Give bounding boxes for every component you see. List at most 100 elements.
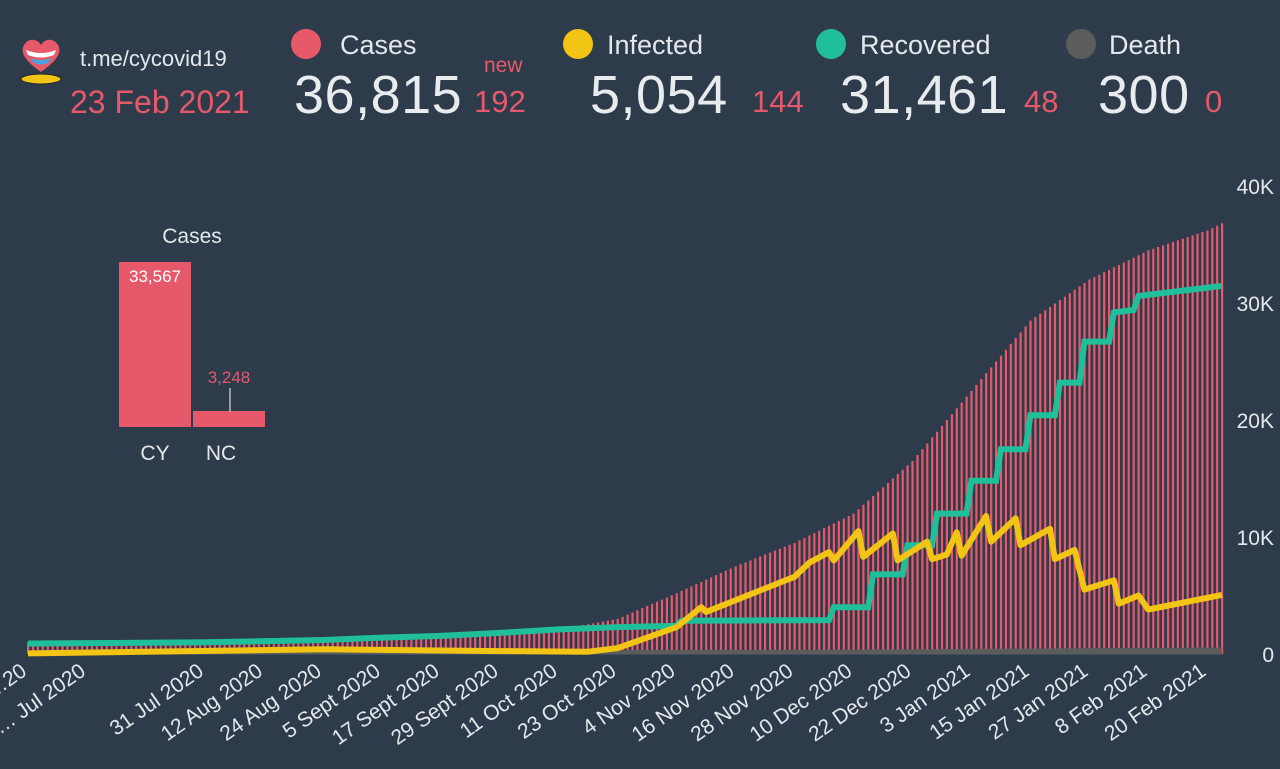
cases-bar <box>754 558 757 654</box>
cases-bar <box>51 642 54 654</box>
cases-bar <box>371 635 374 654</box>
cases-bar <box>307 637 310 654</box>
cases-bar <box>287 638 290 654</box>
y-tick-label: 10K <box>1237 527 1274 550</box>
cases-bar <box>818 530 821 654</box>
y-tick-label: 40K <box>1237 176 1274 199</box>
cases-bar <box>749 560 752 654</box>
y-tick-label: 20K <box>1237 410 1274 433</box>
cases-bar <box>1112 267 1116 654</box>
cases-bar <box>1191 235 1194 654</box>
cases-bar <box>425 634 428 654</box>
cases-bar <box>71 642 74 654</box>
cases-bar <box>518 631 521 654</box>
cases-bar <box>469 632 472 654</box>
cases-bar <box>218 640 221 654</box>
cases-bar <box>233 639 236 654</box>
cases-bar <box>995 361 998 654</box>
cases-bar <box>380 635 383 654</box>
cases-bar <box>867 500 870 654</box>
channel-link[interactable]: t.me/cycovid19 <box>80 46 227 71</box>
death-total: 300 <box>1098 65 1190 125</box>
cases-label: Cases <box>340 30 417 60</box>
cases-bar <box>184 640 187 654</box>
cases-bar <box>921 449 924 655</box>
cases-bar <box>351 636 354 654</box>
cases-bar <box>429 633 433 654</box>
cases-bar <box>1009 343 1012 654</box>
cases-bar <box>857 509 860 654</box>
cases-bar <box>189 640 192 654</box>
cases-bar <box>90 641 94 654</box>
infected-line <box>27 512 1223 657</box>
cases-bar <box>1049 306 1052 654</box>
cases-bar <box>965 396 968 654</box>
infected-legend-dot <box>563 29 593 59</box>
cases-bar <box>120 641 123 654</box>
cases-bar <box>282 638 285 654</box>
cases-bar <box>1034 317 1037 654</box>
cases-bar <box>1024 326 1027 654</box>
cases-bar <box>778 548 781 654</box>
recovered-total: 31,461 <box>840 65 1009 125</box>
cases-bar <box>557 629 560 654</box>
cases-bar <box>81 642 84 654</box>
cases-bar <box>164 641 167 654</box>
cases-bar <box>144 641 148 654</box>
cases-bar <box>636 610 639 654</box>
cases-bar <box>194 640 197 654</box>
cases-bar <box>847 516 850 654</box>
series-lines <box>27 282 1223 657</box>
cases-bar <box>115 641 118 654</box>
cases-bar <box>1117 265 1120 654</box>
cases-bar <box>990 367 993 654</box>
cases-bar <box>803 538 806 654</box>
cases-bar <box>783 546 786 655</box>
cases-bar <box>277 638 280 654</box>
cases-bar <box>1211 228 1214 654</box>
cases-bar <box>837 520 840 654</box>
cases-bar <box>498 632 501 654</box>
cases-bar <box>154 641 157 654</box>
recovered-new: 48 <box>1024 84 1059 119</box>
cases-bar <box>597 622 600 654</box>
cases-bar <box>297 637 300 654</box>
cases-bar <box>1058 300 1062 654</box>
cases-bar <box>1152 248 1155 654</box>
cases-bar <box>891 478 894 654</box>
cases-bar <box>1083 283 1086 654</box>
cases-bar <box>769 552 772 654</box>
infected-total: 5,054 <box>590 65 728 125</box>
cases-bar <box>1122 262 1125 654</box>
cases-bar <box>1147 250 1150 655</box>
cases-bar <box>1088 279 1091 654</box>
cases-bar <box>272 638 275 654</box>
cases-bar <box>827 525 831 654</box>
cases-bar <box>366 635 369 654</box>
cases-bar <box>562 628 565 654</box>
cases-bar <box>356 636 359 654</box>
cases-bar <box>886 482 890 654</box>
cases-bar <box>135 641 138 654</box>
cases-bar <box>95 641 98 654</box>
cases-bar <box>764 554 767 654</box>
cases-bar <box>1206 230 1209 654</box>
cases-bar <box>587 624 590 654</box>
cases-bar <box>56 642 59 654</box>
y-tick-label: 30K <box>1237 293 1274 316</box>
cases-bar <box>243 639 246 654</box>
cases-bar <box>434 633 437 654</box>
cases-bar <box>1053 303 1057 654</box>
cases-bar <box>248 639 251 654</box>
cases-bar <box>631 612 634 654</box>
cases-bar <box>439 633 442 654</box>
cases-bar <box>228 640 231 654</box>
cases-bar <box>76 642 79 654</box>
cases-bar <box>1039 313 1042 654</box>
cases-bar <box>1142 252 1145 655</box>
cases-bar <box>916 455 919 654</box>
cases-bar <box>1093 277 1096 654</box>
cases-bar <box>1157 247 1160 654</box>
cases-bar <box>862 504 865 654</box>
